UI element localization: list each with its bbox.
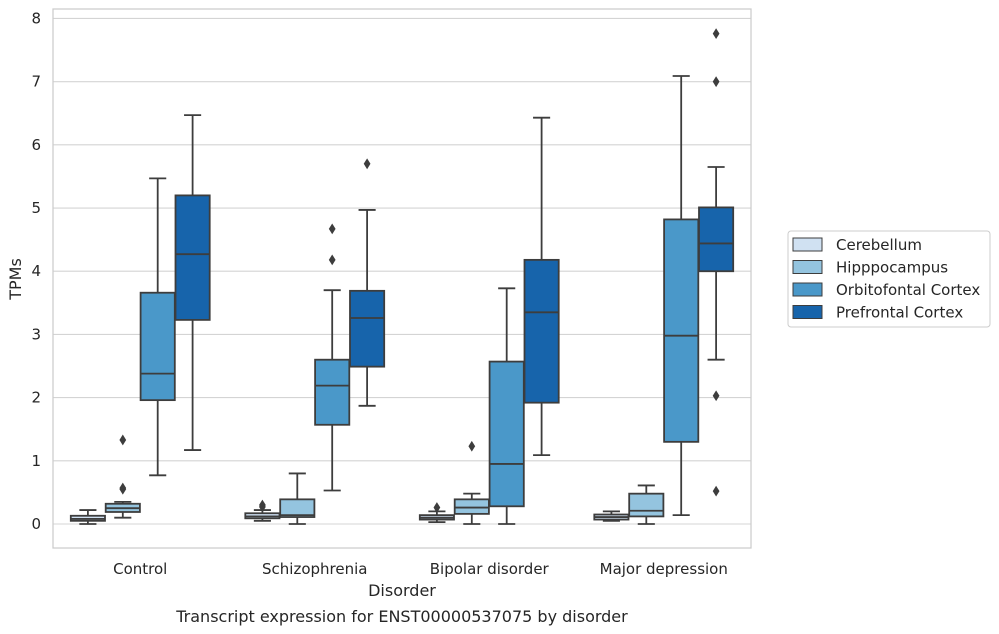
legend: Cerebellum Hipppocampus Orbitofontal Corte… [787, 230, 991, 328]
legend-frame [787, 230, 991, 328]
box [418, 502, 455, 523]
outlier-point [328, 254, 336, 266]
box [628, 484, 665, 525]
box-series [69, 28, 735, 525]
box [523, 116, 560, 457]
y-tick-label: 4 [31, 262, 41, 280]
box-iqr [279, 498, 316, 518]
legend-entry-label: Hipppocampus [836, 259, 948, 277]
legend-entry-label: Orbitofontal Cortex [836, 281, 980, 299]
legend-entry-label: Cerebellum [836, 236, 922, 254]
y-tick-label: 0 [31, 515, 41, 533]
outlier-point [328, 223, 336, 235]
legend-swatch [792, 305, 823, 319]
x-tick-label: Schizophrenia [262, 560, 367, 578]
figure-caption: Transcript expression for ENST0000053707… [175, 607, 628, 626]
box [279, 472, 316, 525]
box-iqr [349, 289, 386, 368]
box [244, 499, 281, 522]
box [698, 28, 735, 497]
y-tick-label: 1 [31, 452, 41, 470]
outlier-point [712, 485, 720, 497]
box-iqr [628, 492, 665, 518]
box-iqr [698, 206, 735, 273]
box [453, 440, 490, 525]
box-iqr [523, 258, 560, 404]
box [104, 434, 141, 519]
box [139, 177, 176, 477]
box [488, 287, 525, 525]
legend-swatch [792, 260, 823, 274]
outlier-point [259, 499, 266, 511]
box-iqr [314, 358, 351, 426]
plot-frame [52, 8, 752, 549]
box [349, 158, 386, 407]
x-tick-label: Major depression [600, 560, 728, 578]
outlier-point [712, 28, 720, 40]
legend-entry-label: Prefrontal Cortex [836, 304, 963, 322]
x-tick-label: Control [113, 560, 167, 578]
outlier-point [712, 76, 720, 88]
outlier-point [119, 482, 127, 494]
box [69, 509, 106, 525]
box [314, 223, 351, 492]
legend-swatch [792, 282, 823, 297]
y-axis-label: TPMs [6, 258, 25, 301]
y-tick-label: 2 [31, 389, 41, 407]
outlier-point [712, 390, 720, 402]
y-tick-label: 8 [31, 9, 41, 27]
x-tick-label: Bipolar disorder [430, 560, 550, 578]
y-tick-label: 6 [31, 136, 41, 154]
box-iqr [488, 360, 525, 508]
y-tick-label: 5 [31, 199, 41, 217]
box [174, 114, 211, 451]
y-axis-ticks: 0 1 2 3 4 5 6 7 8 [31, 9, 41, 533]
y-tick-label: 7 [31, 73, 41, 91]
box-iqr [663, 218, 700, 443]
outlier-point [468, 440, 476, 452]
box-iqr [453, 498, 490, 515]
outlier-point [433, 502, 441, 513]
box-iqr [139, 291, 176, 402]
x-axis-label: Disorder [368, 581, 436, 600]
y-tick-label: 3 [31, 325, 41, 343]
box-iqr [174, 194, 211, 321]
outlier-point [363, 158, 371, 170]
box [663, 75, 700, 517]
outlier-point [119, 434, 127, 446]
x-axis-ticks: Control Schizophrenia Bipolar disorder Majo… [113, 560, 728, 578]
legend-swatch [792, 237, 823, 252]
box [593, 510, 630, 522]
